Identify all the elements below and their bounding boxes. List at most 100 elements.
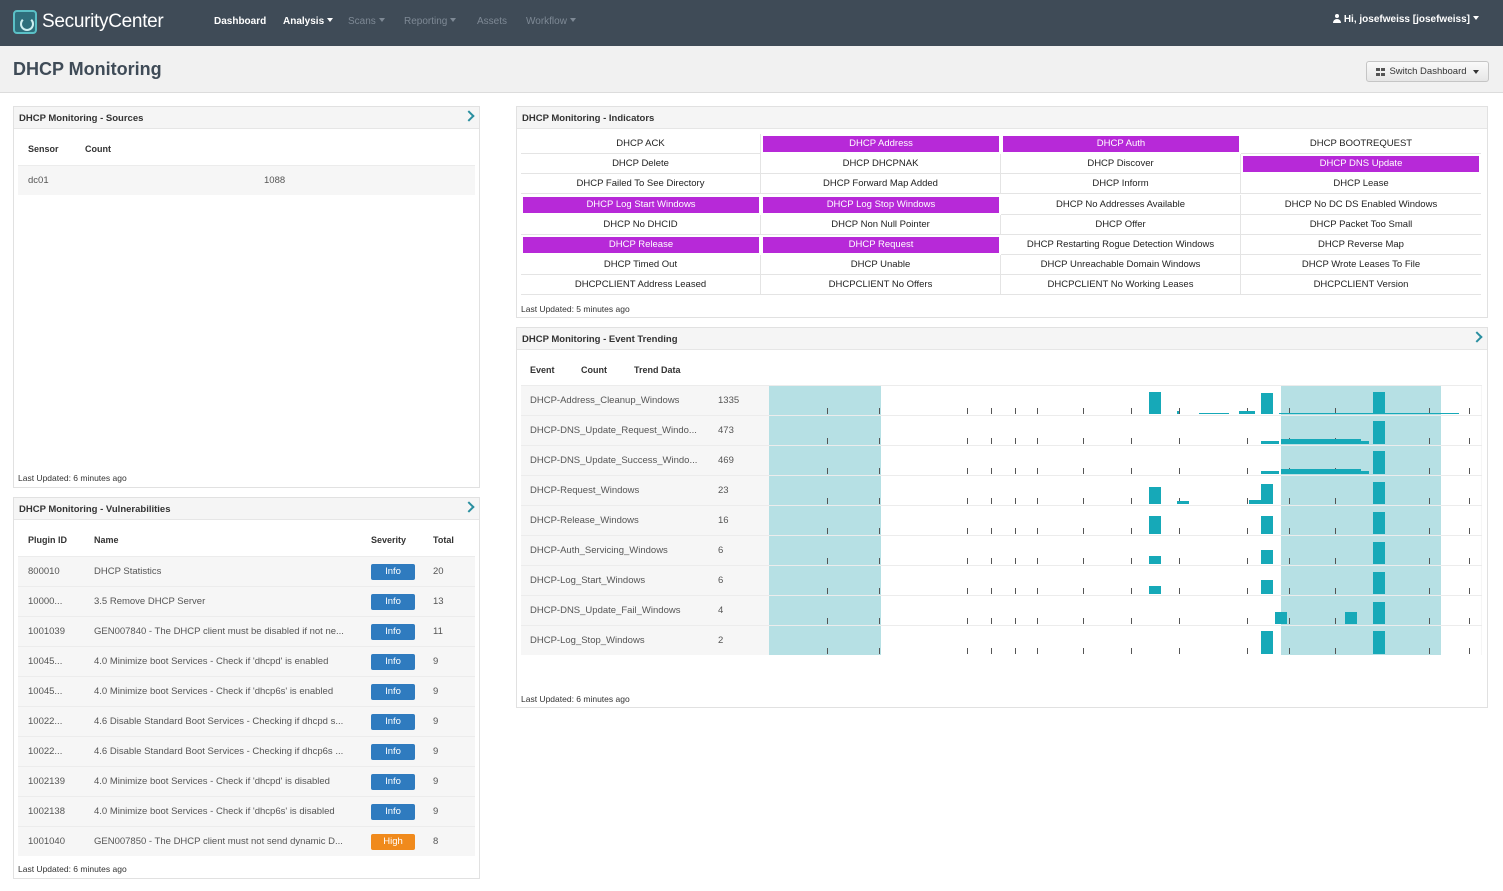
trend-bar — [1345, 612, 1357, 624]
indicator-dhcp-lease[interactable]: DHCP Lease — [1241, 174, 1481, 195]
table-row[interactable]: 10000... 3.5 Remove DHCP Server Info 13 — [18, 586, 475, 616]
trend-tick — [1179, 648, 1180, 654]
indicator-dhcp-no-addresses-available[interactable]: DHCP No Addresses Available — [1001, 194, 1241, 215]
table-row[interactable]: 800010 DHCP Statistics Info 20 — [18, 556, 475, 586]
total-count: 11 — [433, 626, 443, 637]
col-count[interactable]: Count — [85, 144, 111, 154]
nav-dashboard[interactable]: Dashboard — [214, 16, 267, 27]
indicator-dhcp-no-dhcid[interactable]: DHCP No DHCID — [521, 214, 761, 235]
indicator-dhcp-forward-map-added[interactable]: DHCP Forward Map Added — [761, 174, 1001, 195]
trend-chart — [769, 506, 1481, 535]
indicator-dhcp-reverse-map[interactable]: DHCP Reverse Map — [1241, 235, 1481, 255]
event-name: DHCP-Release_Windows — [530, 515, 639, 526]
trend-bar — [1149, 586, 1161, 594]
chevron-right-icon[interactable] — [1471, 331, 1483, 343]
indicator-dhcp-bootrequest[interactable]: DHCP BOOTREQUEST — [1241, 134, 1481, 154]
indicator-dhcp-request[interactable]: DHCP Request — [763, 237, 999, 253]
nav-analysis[interactable]: Analysis — [283, 16, 334, 27]
table-row[interactable]: DHCP-Release_Windows 16 — [521, 505, 1482, 535]
table-row[interactable]: 10022... 4.6 Disable Standard Boot Servic… — [18, 706, 475, 736]
indicator-dhcp-dns-update[interactable]: DHCP DNS Update — [1243, 156, 1479, 173]
indicator-dhcp-dhcpnak[interactable]: DHCP DHCPNAK — [761, 154, 1001, 175]
trend-tick — [879, 588, 880, 594]
nav-reporting[interactable]: Reporting — [404, 16, 457, 27]
indicator-dhcp-unreachable-domain-windows[interactable]: DHCP Unreachable Domain Windows — [1001, 255, 1241, 276]
col-event[interactable]: Event — [530, 365, 555, 375]
indicator-dhcpclient-no-working-leases[interactable]: DHCPCLIENT No Working Leases — [1001, 275, 1241, 296]
indicator-dhcp-offer[interactable]: DHCP Offer — [1001, 214, 1241, 235]
indicator-dhcpclient-version[interactable]: DHCPCLIENT Version — [1241, 275, 1481, 296]
table-row[interactable]: DHCP-DNS_Update_Success_Windo... 469 — [521, 445, 1482, 475]
trend-tick — [879, 498, 880, 504]
table-row[interactable]: 1002139 4.0 Minimize boot Services - Chec… — [18, 766, 475, 796]
table-row[interactable]: 1001039 GEN007840 - The DHCP client must … — [18, 616, 475, 646]
indicator-dhcp-log-start-windows[interactable]: DHCP Log Start Windows — [523, 196, 759, 213]
plugin-name: GEN007850 - The DHCP client must not sen… — [94, 836, 343, 847]
table-row[interactable]: 1001040 GEN007850 - The DHCP client must … — [18, 826, 475, 856]
trend-tick — [1247, 498, 1248, 504]
table-row[interactable]: DHCP-DNS_Update_Fail_Windows 4 — [521, 595, 1482, 625]
trend-bar — [1359, 471, 1369, 474]
indicator-dhcp-failed-to-see-directory[interactable]: DHCP Failed To See Directory — [521, 174, 761, 195]
table-row[interactable]: DHCP-Auth_Servicing_Windows 6 — [521, 535, 1482, 565]
severity-badge: Info — [371, 714, 415, 730]
indicator-dhcp-restarting-rogue-detection-windows[interactable]: DHCP Restarting Rogue Detection Windows — [1001, 235, 1241, 255]
last-updated: Last Updated: 6 minutes ago — [521, 694, 630, 704]
switch-dashboard-button[interactable]: Switch Dashboard — [1366, 61, 1489, 82]
event-name: DHCP-DNS_Update_Success_Windo... — [530, 455, 698, 466]
table-row[interactable]: 10022... 4.6 Disable Standard Boot Servic… — [18, 736, 475, 766]
col-name[interactable]: Name — [94, 535, 119, 545]
table-row[interactable]: dc01 1088 — [18, 165, 475, 195]
top-nav: SecurityCenter Dashboard Analysis Scans … — [0, 0, 1503, 46]
indicator-dhcp-delete[interactable]: DHCP Delete — [521, 154, 761, 175]
trend-bar — [1149, 556, 1161, 564]
table-row[interactable]: DHCP-Log_Stop_Windows 2 — [521, 625, 1482, 655]
indicator-dhcp-no-dc-ds-enabled-windows[interactable]: DHCP No DC DS Enabled Windows — [1241, 195, 1481, 215]
indicator-dhcpclient-no-offers[interactable]: DHCPCLIENT No Offers — [761, 275, 1001, 296]
trend-tick — [967, 558, 968, 564]
table-row[interactable]: 10045... 4.0 Minimize boot Services - Che… — [18, 676, 475, 706]
indicator-dhcp-log-stop-windows[interactable]: DHCP Log Stop Windows — [763, 196, 999, 213]
trend-bar — [1373, 602, 1385, 624]
table-row[interactable]: 10045... 4.0 Minimize boot Services - Che… — [18, 646, 475, 676]
table-row[interactable]: DHCP-Address_Cleanup_Windows 1335 — [521, 385, 1482, 415]
event-name: DHCP-Request_Windows — [530, 485, 640, 496]
indicator-dhcp-packet-too-small[interactable]: DHCP Packet Too Small — [1241, 215, 1481, 235]
nav-assets[interactable]: Assets — [477, 16, 508, 27]
trend-tick — [1083, 498, 1084, 504]
indicator-dhcp-ack[interactable]: DHCP ACK — [521, 134, 761, 154]
indicator-dhcp-non-null-pointer[interactable]: DHCP Non Null Pointer — [761, 214, 1001, 235]
table-row[interactable]: 1002138 4.0 Minimize boot Services - Chec… — [18, 796, 475, 826]
indicator-dhcp-auth[interactable]: DHCP Auth — [1003, 136, 1239, 152]
table-row[interactable]: DHCP-Request_Windows 23 — [521, 475, 1482, 505]
indicator-dhcp-discover[interactable]: DHCP Discover — [1001, 154, 1241, 175]
indicator-dhcp-inform[interactable]: DHCP Inform — [1001, 174, 1241, 195]
logo[interactable]: SecurityCenter — [13, 9, 164, 35]
indicator-dhcp-address[interactable]: DHCP Address — [763, 136, 999, 152]
col-sensor[interactable]: Sensor — [28, 144, 59, 154]
indicator-dhcpclient-address-leased[interactable]: DHCPCLIENT Address Leased — [521, 275, 761, 296]
indicator-dhcp-unable[interactable]: DHCP Unable — [761, 255, 1001, 276]
nav-workflow[interactable]: Workflow — [526, 16, 576, 27]
table-row[interactable]: DHCP-Log_Start_Windows 6 — [521, 565, 1482, 595]
indicator-dhcp-wrote-leases-to-file[interactable]: DHCP Wrote Leases To File — [1241, 255, 1481, 276]
trend-tick — [1289, 588, 1290, 594]
col-total[interactable]: Total — [433, 535, 454, 545]
indicator-dhcp-timed-out[interactable]: DHCP Timed Out — [521, 255, 761, 276]
trend-tick — [1247, 558, 1248, 564]
chevron-right-icon[interactable] — [463, 110, 475, 122]
indicator-dhcp-release[interactable]: DHCP Release — [523, 237, 759, 253]
trend-tick — [991, 618, 992, 624]
table-row[interactable]: DHCP-DNS_Update_Request_Windo... 473 — [521, 415, 1482, 445]
col-trend-data[interactable]: Trend Data — [634, 365, 681, 375]
col-severity[interactable]: Severity — [371, 535, 407, 545]
col-plugin-id[interactable]: Plugin ID — [28, 535, 67, 545]
chevron-right-icon[interactable] — [463, 501, 475, 513]
trend-bar — [1373, 542, 1385, 564]
col-trend-count[interactable]: Count — [581, 365, 607, 375]
trend-tick — [1015, 648, 1016, 654]
trend-tick — [1015, 408, 1016, 414]
last-updated: Last Updated: 6 minutes ago — [18, 473, 127, 483]
user-menu[interactable]: Hi, josefweiss [josefweiss] — [1332, 14, 1479, 25]
nav-scans[interactable]: Scans — [348, 16, 385, 27]
